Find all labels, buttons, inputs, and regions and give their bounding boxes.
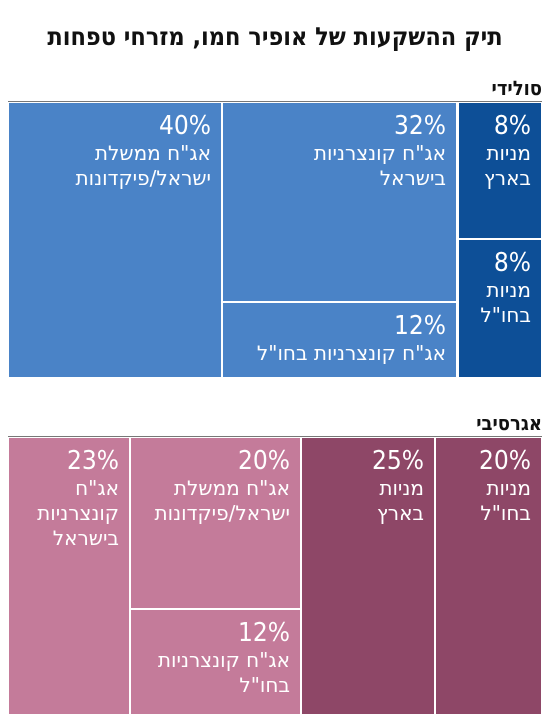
tile-category-label: בחו"ל — [239, 673, 290, 697]
treemap-tile: 12% אג"ח קונצרניות בחו"ל — [223, 303, 456, 377]
tile-category-label: ישראל/פיקדונות — [154, 501, 290, 525]
tile-category-label: אג"ח קונצרניות — [313, 141, 446, 165]
tile-category-label: מניות — [379, 476, 424, 500]
aggressive-divider — [8, 436, 542, 437]
tile-category-label: בישראל — [379, 166, 446, 190]
treemap-tile: 40% אג"ח ממשלת ישראל/פיקדונות — [9, 103, 221, 377]
tile-category-label: אג"ח ממשלת — [94, 141, 211, 165]
tile-category-label: אג"ח ממשלת — [173, 476, 290, 500]
solid-divider — [8, 101, 542, 102]
treemap-tile: 8% מניות בחו"ל — [459, 240, 541, 377]
tile-value-label: 20% — [238, 446, 290, 476]
tile-value-label: 40% — [159, 111, 211, 141]
treemap-tile: 20% אג"ח ממשלת ישראל/פיקדונות — [131, 438, 300, 608]
tile-category-label: מניות — [486, 141, 531, 165]
treemap-tile: 8% מניות בארץ — [459, 103, 541, 238]
tile-category-label: אג"ח — [75, 476, 119, 500]
tile-category-label: בארץ — [376, 501, 424, 525]
tile-category-label: ישראל/פיקדונות — [75, 166, 211, 190]
tile-category-label: בישראל — [52, 526, 119, 550]
aggressive-portfolio-heading: אגרסיבי — [476, 411, 542, 435]
tile-category-label: אג"ח קונצרניות בחו"ל — [256, 341, 446, 365]
tile-value-label: 23% — [67, 446, 119, 476]
treemap-tile: 12% אג"ח קונצרניות בחו"ל — [131, 610, 300, 714]
tile-value-label: 12% — [394, 311, 446, 341]
tile-value-label: 32% — [394, 111, 446, 141]
tile-value-label: 8% — [493, 248, 531, 278]
tile-value-label: 25% — [372, 446, 424, 476]
solid-portfolio-heading: סולידי — [491, 76, 542, 100]
tile-value-label: 20% — [479, 446, 531, 476]
treemap-tile: 20% מניות בחו"ל — [436, 438, 541, 714]
tile-category-label: בארץ — [483, 166, 531, 190]
tile-category-label: אג"ח קונצרניות — [157, 648, 290, 672]
tile-category-label: בחו"ל — [480, 303, 531, 327]
tile-category-label: מניות — [486, 278, 531, 302]
tile-category-label: קונצרניות — [37, 501, 119, 525]
tile-value-label: 12% — [238, 618, 290, 648]
tile-category-label: בחו"ל — [480, 501, 531, 525]
tile-value-label: 8% — [493, 111, 531, 141]
tile-category-label: מניות — [486, 476, 531, 500]
chart-title: תיק ההשקעות של אופיר חמו, מזרחי טפחות — [47, 22, 503, 51]
treemap-tile: 25% מניות בארץ — [302, 438, 434, 714]
treemap-tile: 32% אג"ח קונצרניות בישראל — [223, 103, 456, 301]
treemap-tile: 23% אג"ח קונצרניות בישראל — [9, 438, 129, 714]
